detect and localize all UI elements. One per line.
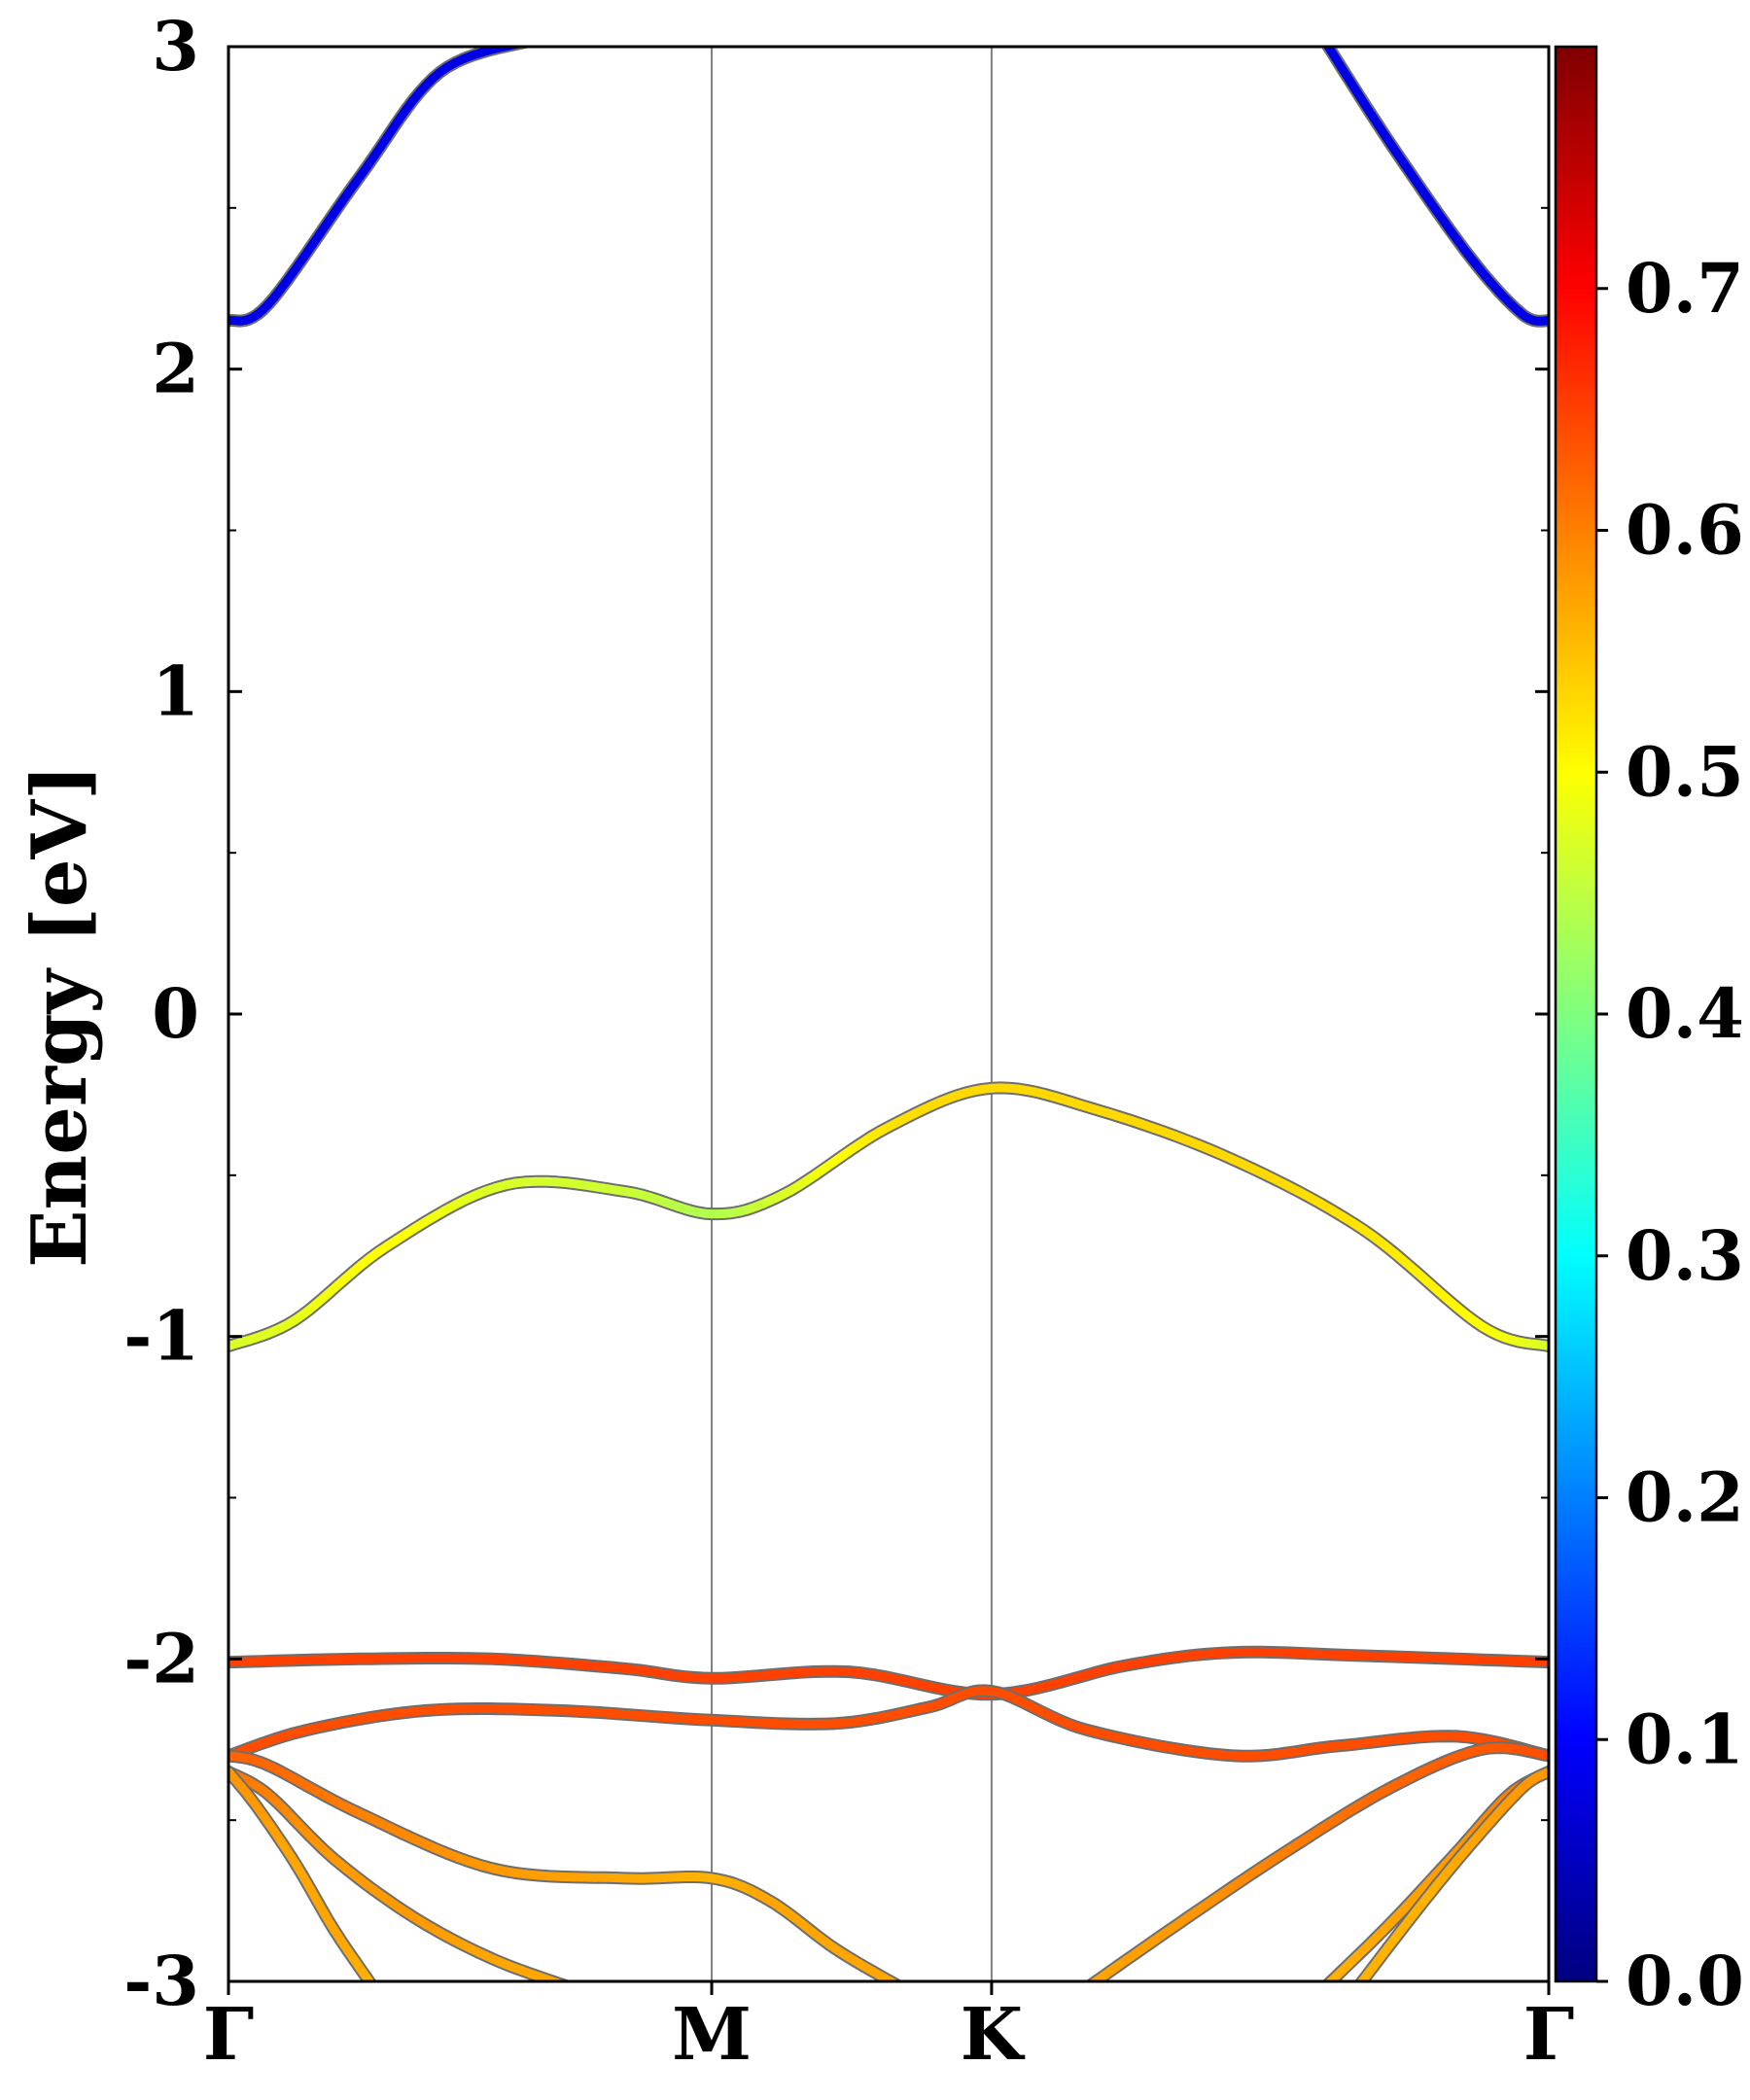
- kpoint-label: Γ: [203, 1993, 255, 2077]
- colorbar-axis: 0.0 0.1 0.2 0.3 0.4 0.5 0.6 0.7: [1596, 248, 1744, 2021]
- band-curve: [1084, 1741, 1549, 1981]
- y-tick-label: 3: [152, 6, 199, 87]
- band-segment: [519, 47, 525, 48]
- y-axis-label: Energy [eV]: [16, 764, 104, 1268]
- y-axis: 3 2 1 0 -1 -2 -3: [123, 6, 1549, 2021]
- colorbar: [1554, 45, 1598, 1983]
- band-outline: [228, 47, 533, 328]
- band-segment: [568, 1986, 572, 1987]
- kpoint-label: K: [961, 1993, 1026, 2077]
- band-curve: [228, 1765, 573, 1987]
- y-tick-label: -1: [123, 1296, 199, 1377]
- kpoint-label: M: [672, 1993, 752, 2077]
- y-tick-label: -3: [123, 1941, 199, 2021]
- band-segment: [369, 1980, 374, 1981]
- band-segment: [1088, 1979, 1095, 1981]
- band-curve: [1353, 1765, 1549, 1981]
- band-outline: [1084, 1741, 1549, 1981]
- band-curve: [228, 1081, 1549, 1353]
- band-curve: [228, 40, 533, 328]
- band-segment: [1356, 1979, 1364, 1981]
- band-outline: [1320, 47, 1549, 328]
- band-segment: [1323, 47, 1332, 50]
- band-curve: [1320, 47, 1549, 328]
- band-outline: [228, 1749, 904, 1981]
- colorbar-tick-label: 0.7: [1626, 248, 1744, 329]
- kpoint-label: Γ: [1523, 1993, 1575, 2077]
- colorbar-tick-label: 0.1: [1626, 1698, 1744, 1779]
- plot-frame: [227, 45, 1551, 1983]
- band-curve: [228, 1749, 904, 1988]
- band-segment: [528, 40, 533, 41]
- bands: [228, 40, 1549, 1988]
- band-segment: [1324, 1979, 1331, 1981]
- y-tick-label: -2: [123, 1618, 199, 1698]
- band-segment: [553, 1978, 566, 1981]
- band-segment: [560, 1980, 567, 1981]
- band-curve: [228, 1645, 1549, 1701]
- high-symmetry-lines: [711, 47, 993, 1981]
- colorbar-tick-label: 0.5: [1626, 731, 1744, 812]
- colorbar-tick-label: 0.6: [1626, 490, 1744, 571]
- band-segment: [898, 1986, 901, 1988]
- band-segment: [511, 47, 525, 50]
- band-curve: [228, 1765, 377, 1981]
- y-tick-label: 2: [152, 329, 199, 409]
- y-tick-label: 0: [152, 973, 199, 1054]
- colorbar-tick-label: 0.3: [1626, 1215, 1744, 1296]
- band-segment: [891, 1978, 900, 1981]
- colorbar-tick-label: 0.0: [1626, 1941, 1744, 2021]
- colorbar-tick-label: 0.4: [1626, 973, 1744, 1054]
- y-tick-label: 1: [152, 650, 199, 731]
- band-curve: [228, 1684, 1549, 1763]
- colorbar-tick-label: 0.2: [1626, 1457, 1744, 1538]
